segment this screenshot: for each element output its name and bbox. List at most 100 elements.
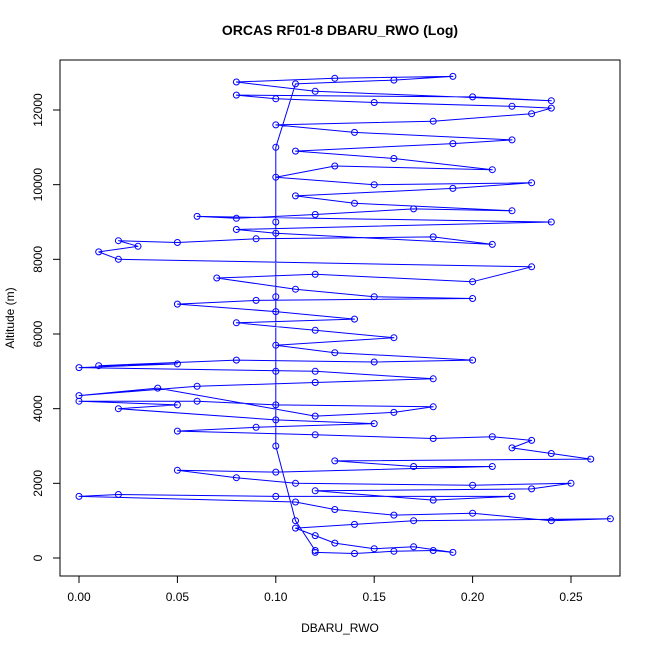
chart-title: ORCAS RF01-8 DBARU_RWO (Log) — [222, 22, 458, 38]
data-point — [488, 433, 496, 441]
data-point — [311, 367, 319, 375]
data-point — [547, 450, 555, 457]
data-point — [410, 517, 418, 525]
data-point — [449, 548, 457, 556]
data-point — [331, 74, 339, 82]
data-point — [390, 511, 398, 519]
data-point — [173, 466, 181, 474]
data-point — [351, 315, 358, 323]
data-point — [232, 78, 240, 86]
data-point — [508, 207, 516, 215]
data-point — [508, 102, 516, 110]
data-point — [429, 547, 437, 554]
data-point — [606, 515, 614, 523]
data-point — [351, 550, 358, 557]
data-point — [429, 496, 437, 504]
data-point — [449, 140, 457, 148]
data-point — [213, 274, 221, 282]
x-axis-label: DBARU_RWO — [301, 621, 379, 635]
data-point — [232, 356, 240, 364]
data-point — [114, 255, 122, 263]
data-point — [469, 278, 477, 286]
data-point — [429, 233, 437, 241]
y-tick-label: 6000 — [31, 320, 45, 347]
y-axis: 0 2000 4000 6000 8000 10000 12000 — [31, 93, 61, 561]
data-point — [272, 143, 280, 151]
data-point — [547, 218, 555, 226]
data-point — [114, 405, 122, 413]
data-point — [390, 155, 398, 162]
data-point — [331, 457, 339, 465]
data-point — [311, 532, 319, 540]
y-axis-label: Altitude (m) — [3, 287, 17, 348]
data-point — [469, 481, 477, 489]
data-point — [272, 367, 280, 375]
data-point — [232, 319, 240, 327]
x-axis: 0.00 0.05 0.10 0.15 0.20 0.25 — [67, 575, 583, 604]
data-point — [508, 136, 516, 144]
x-tick-label: 0.10 — [264, 590, 288, 604]
data-point — [410, 205, 418, 213]
data-point — [292, 498, 299, 506]
data-point — [75, 364, 83, 372]
data-point — [75, 392, 83, 400]
data-point — [528, 179, 536, 187]
y-tick-label: 8000 — [31, 246, 45, 273]
plot-area — [75, 72, 614, 557]
data-point — [370, 293, 378, 301]
data-point — [272, 492, 280, 500]
data-point — [311, 211, 319, 218]
data-point — [232, 474, 240, 482]
data-point — [292, 147, 299, 155]
data-point — [311, 87, 319, 95]
data-point — [488, 240, 496, 248]
data-point — [410, 463, 418, 470]
data-point — [311, 431, 319, 439]
x-tick-label: 0.20 — [461, 590, 485, 604]
data-point — [272, 308, 280, 316]
data-point — [528, 436, 536, 444]
x-tick-label: 0.15 — [363, 590, 387, 604]
data-point — [193, 212, 201, 220]
data-point — [469, 356, 477, 364]
data-point — [114, 237, 122, 245]
data-point — [311, 548, 319, 556]
x-tick-label: 0.05 — [166, 590, 190, 604]
series-line — [78, 75, 611, 554]
data-point — [292, 80, 299, 88]
data-point — [449, 184, 457, 192]
data-point — [390, 547, 398, 555]
data-point — [232, 214, 240, 222]
data-point — [154, 384, 162, 392]
data-point — [488, 463, 496, 470]
data-point — [449, 72, 457, 80]
data-point — [547, 517, 555, 525]
x-tick-label: 0.25 — [559, 590, 583, 604]
data-point — [272, 218, 280, 226]
data-point — [351, 128, 358, 136]
data-point — [331, 162, 339, 170]
data-point — [252, 423, 260, 431]
data-point — [508, 444, 516, 452]
data-point — [331, 539, 339, 547]
data-point — [292, 479, 299, 487]
data-point — [370, 420, 378, 428]
data-point — [292, 192, 299, 200]
data-point — [232, 226, 240, 233]
data-point — [272, 229, 280, 237]
data-point — [390, 76, 398, 84]
data-point — [95, 248, 103, 256]
data-point — [173, 427, 181, 435]
data-point — [173, 360, 181, 368]
data-point — [528, 110, 536, 118]
data-point — [311, 270, 319, 278]
data-point — [173, 239, 181, 246]
data-point — [311, 487, 319, 495]
data-point — [390, 334, 398, 342]
data-point — [469, 93, 477, 101]
data-point — [311, 326, 319, 334]
data-point — [173, 300, 181, 308]
data-point — [331, 506, 339, 513]
y-tick-label: 4000 — [31, 395, 45, 422]
data-point — [232, 91, 240, 99]
